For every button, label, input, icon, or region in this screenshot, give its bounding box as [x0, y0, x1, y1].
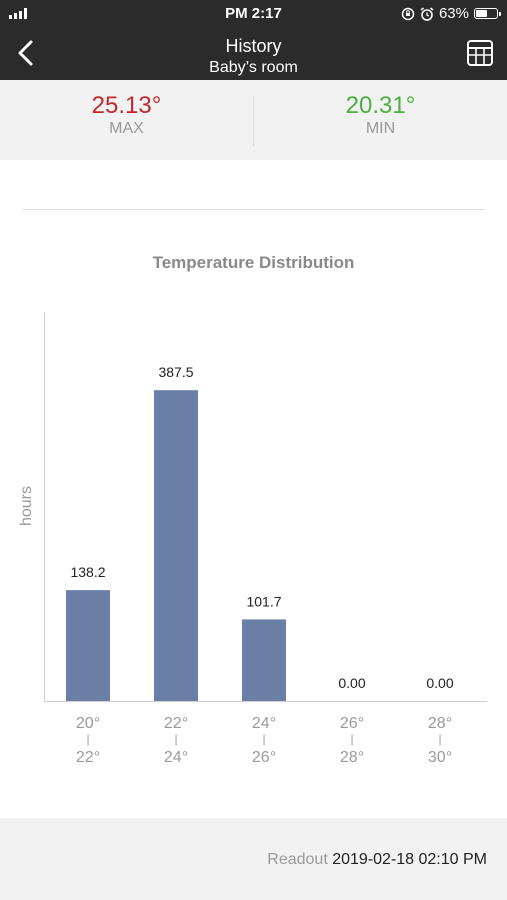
readout-label: Readout [267, 851, 328, 868]
temperature-distribution-chart: hours 138.220°|22°387.522°|24°101.724°|2… [18, 312, 487, 766]
chevron-left-icon[interactable] [12, 38, 42, 68]
bar-value-label-1: 387.5 [158, 364, 193, 380]
x-tick-label-1-from: 22° [164, 715, 188, 732]
chart-title: Temperature Distribution [152, 253, 355, 272]
readout: Readout 2019-02-18 02:10 PM [267, 851, 487, 869]
status-time: PM 2:17 [225, 5, 282, 22]
bar-value-label-0: 138.2 [70, 564, 105, 580]
cellular-signal-icon [9, 8, 27, 19]
nav-bar: History Baby’s room [0, 26, 507, 80]
x-tick-label-3-sep: | [350, 732, 353, 746]
bar-value-label-2: 101.7 [246, 593, 281, 609]
bar-series: 138.220°|22°387.522°|24°101.724°|26°0.00… [66, 364, 454, 766]
bar-value-label-4: 0.00 [426, 675, 453, 691]
x-tick-label-1-to: 24° [164, 749, 188, 766]
max-label: MAX [109, 120, 144, 137]
page-subtitle: Baby’s room [209, 59, 298, 76]
y-axis-label: hours [18, 486, 35, 526]
min-label: MIN [365, 120, 396, 137]
table-grid-icon[interactable] [465, 38, 495, 68]
x-tick-label-3-from: 26° [340, 715, 364, 732]
x-tick-label-4-to: 30° [428, 749, 452, 766]
min-cell: 20.31° MIN [254, 80, 507, 160]
min-temperature-value: 20.31° [345, 92, 416, 119]
summary-panel: 25.13° MAX 20.31° MIN [0, 80, 507, 160]
bar-value-label-3: 0.00 [338, 675, 365, 691]
alarm-icon [420, 6, 434, 21]
x-tick-label-2-sep: | [262, 732, 265, 746]
bar-1 [154, 390, 198, 701]
bar-0 [66, 590, 110, 701]
x-tick-label-1-sep: | [174, 732, 177, 746]
x-tick-label-3-to: 28° [340, 749, 364, 766]
max-cell: 25.13° MAX [0, 80, 253, 160]
x-tick-label-4-from: 28° [428, 715, 452, 732]
x-tick-label-0-to: 22° [76, 749, 100, 766]
page-title: History [225, 36, 282, 56]
summary-divider [253, 96, 254, 146]
x-tick-label-4-sep: | [438, 732, 441, 746]
bar-2 [242, 619, 286, 701]
status-bar: PM 2:17 63% [0, 0, 507, 26]
x-tick-label-0-from: 20° [76, 715, 100, 732]
section-divider [22, 209, 485, 210]
x-tick-label-2-to: 26° [252, 749, 276, 766]
x-tick-label-0-sep: | [86, 732, 89, 746]
battery-icon [474, 8, 501, 19]
battery-percent: 63% [438, 5, 469, 22]
x-tick-label-2-from: 24° [252, 715, 276, 732]
footer: Readout 2019-02-18 02:10 PM [0, 818, 507, 900]
max-temperature-value: 25.13° [91, 92, 162, 119]
readout-timestamp: 2019-02-18 02:10 PM [332, 851, 487, 868]
rotation-lock-icon [401, 7, 415, 20]
